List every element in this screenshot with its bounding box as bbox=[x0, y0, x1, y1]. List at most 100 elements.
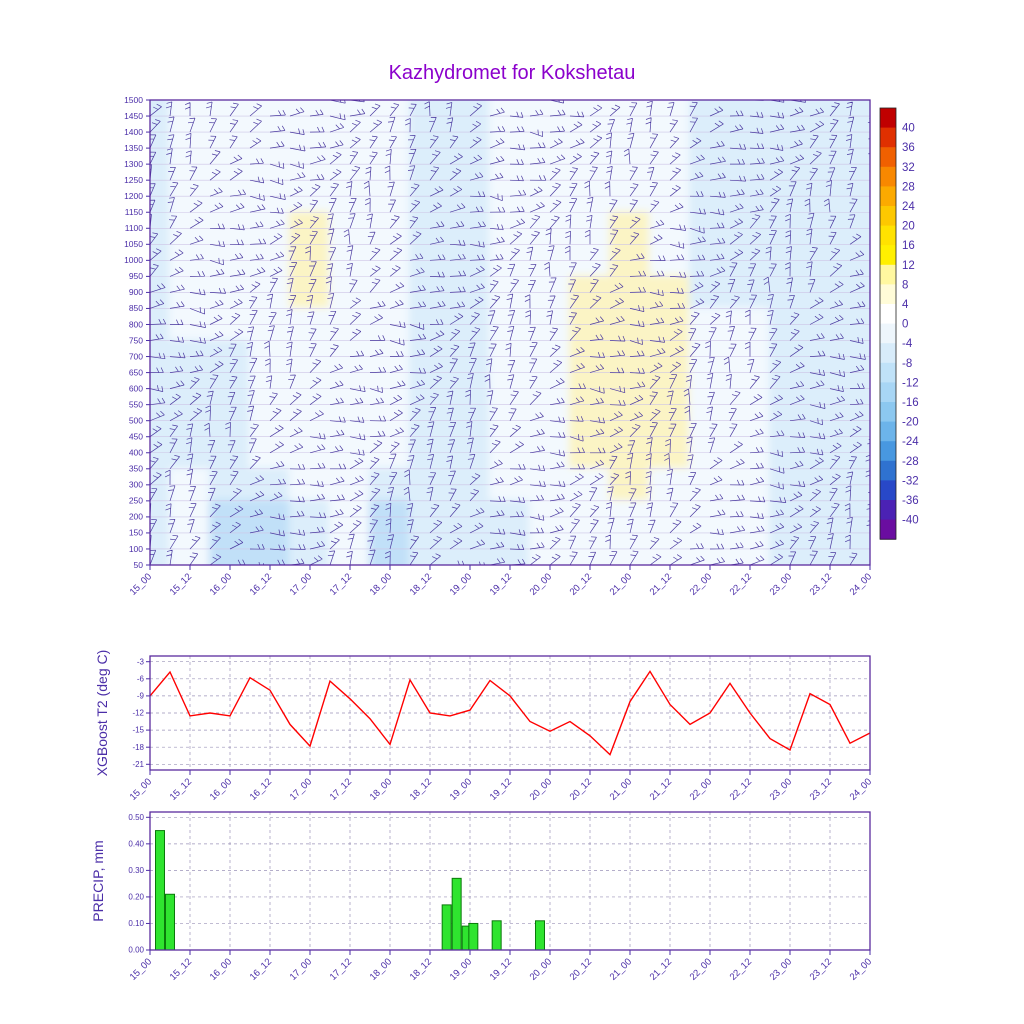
heatmap-cell bbox=[489, 100, 531, 117]
t2-line bbox=[149, 670, 871, 756]
level-tick-label: 400 bbox=[129, 448, 143, 458]
wind-barb-column bbox=[544, 100, 566, 565]
precip-tick-label: 0.50 bbox=[128, 813, 144, 822]
time-axis-label: 18_12 bbox=[408, 571, 434, 597]
precip-tick-label: 0.40 bbox=[128, 839, 144, 848]
level-tick-label: 1300 bbox=[124, 159, 143, 169]
colorbar-segment bbox=[880, 500, 896, 521]
colorbar-segment bbox=[880, 421, 896, 442]
t2-tick-label: -21 bbox=[132, 760, 144, 769]
colorbar-segment bbox=[880, 166, 896, 187]
wind-barb-column bbox=[424, 100, 446, 565]
wind-barb-column bbox=[403, 100, 427, 565]
colorbar-segment bbox=[880, 343, 896, 364]
wind-barb-column bbox=[524, 100, 547, 565]
time-axis-label: 22_00 bbox=[688, 776, 714, 802]
time-axis-label: 21_00 bbox=[608, 776, 634, 802]
colorbar-tick-label: 28 bbox=[902, 181, 915, 193]
heatmap-cell bbox=[729, 100, 771, 117]
time-axis-label: 22_12 bbox=[728, 776, 754, 802]
time-axis-label: 15_00 bbox=[128, 571, 154, 597]
wind-barb-column bbox=[865, 100, 870, 565]
heatmap-cell bbox=[649, 531, 691, 565]
level-tick-label: 1000 bbox=[124, 255, 143, 265]
precip-axis-label: PRECIP, mm bbox=[90, 840, 106, 922]
time-axis-label: 15_12 bbox=[168, 956, 194, 982]
colorbar-tick-label: -12 bbox=[902, 377, 919, 389]
heatmap-cell bbox=[809, 100, 851, 117]
level-tick-label: 650 bbox=[129, 367, 143, 377]
time-axis-label: 18_12 bbox=[408, 776, 434, 802]
precip-panel: 0.00 0.10 0.20 0.30 0.40 0.50 15_00 15_12 16_00 1… bbox=[128, 811, 874, 983]
time-axis-label: 17_12 bbox=[328, 776, 354, 802]
time-axis-label: 16_12 bbox=[248, 776, 274, 802]
heatmap-cell bbox=[289, 100, 331, 117]
time-axis-label: 20_00 bbox=[528, 776, 554, 802]
time-axis-label: 21_12 bbox=[648, 956, 674, 982]
colorbar-segment bbox=[880, 284, 896, 305]
heatmap-cell bbox=[849, 531, 870, 565]
heatmap-cell bbox=[449, 100, 491, 117]
wind-barb-column bbox=[286, 100, 306, 565]
precip-bar bbox=[535, 920, 545, 951]
precip-tick-label: 0.30 bbox=[128, 866, 144, 875]
colorbar-tick-label: -20 bbox=[902, 417, 919, 429]
wind-barb-column bbox=[705, 100, 726, 565]
heatmap-cell bbox=[569, 100, 611, 117]
level-tick-label: 1050 bbox=[124, 239, 143, 249]
time-axis-label: 23_12 bbox=[808, 956, 834, 982]
level-tick-label: 700 bbox=[129, 351, 143, 361]
colorbar-tick-label: -8 bbox=[902, 358, 912, 370]
time-axis-label: 21_12 bbox=[648, 776, 674, 802]
wind-barb-column bbox=[663, 100, 687, 565]
time-axis-label: 23_00 bbox=[768, 956, 794, 982]
wind-barb-column bbox=[150, 100, 167, 565]
level-tick-label: 1150 bbox=[125, 207, 144, 217]
time-axis-label: 19_00 bbox=[448, 571, 474, 597]
level-tick-label: 750 bbox=[129, 335, 143, 345]
time-axis-label: 22_12 bbox=[728, 956, 754, 982]
heatmap-cell bbox=[649, 100, 691, 117]
level-tick-label: 800 bbox=[129, 319, 143, 329]
time-axis-label: 22_00 bbox=[688, 956, 714, 982]
level-tick-label: 200 bbox=[129, 512, 143, 522]
time-axis-label: 16_00 bbox=[208, 956, 234, 982]
heatmap-cell bbox=[369, 100, 411, 117]
level-tick-label: 450 bbox=[129, 432, 143, 442]
colorbar-segment bbox=[880, 127, 896, 148]
colorbar-tick-label: -32 bbox=[902, 475, 919, 487]
time-axis-label: 20_12 bbox=[568, 956, 594, 982]
heatmap-cell bbox=[209, 531, 251, 565]
heatmap-cell bbox=[249, 100, 291, 117]
wind-barb-column bbox=[823, 100, 846, 565]
t2-tick-label: -9 bbox=[137, 692, 145, 701]
time-axis-label: 16_00 bbox=[208, 571, 234, 597]
level-tick-label: 100 bbox=[129, 544, 143, 554]
t2-tick-label: -12 bbox=[132, 709, 144, 718]
level-tick-label: 950 bbox=[129, 271, 143, 281]
colorbar-tick-label: 36 bbox=[902, 142, 915, 154]
time-axis-label: 18_00 bbox=[368, 776, 394, 802]
colorbar-tick-label: -24 bbox=[902, 436, 919, 448]
time-axis-label: 21_00 bbox=[608, 956, 634, 982]
precip-tick-label: 0.00 bbox=[128, 946, 144, 955]
colorbar-segment bbox=[880, 402, 896, 423]
time-axis-label: 24_00 bbox=[848, 956, 874, 982]
level-tick-label: 1500 bbox=[124, 95, 143, 105]
time-axis-label: 16_12 bbox=[248, 956, 274, 982]
time-axis-label: 24_00 bbox=[848, 776, 874, 802]
heatmap-cell bbox=[849, 100, 870, 117]
wind-barb-column bbox=[584, 100, 606, 565]
colorbar-tick-label: 0 bbox=[902, 319, 908, 331]
time-axis-label: 15_12 bbox=[168, 776, 194, 802]
level-tick-label: 1450 bbox=[124, 111, 143, 121]
colorbar-segment bbox=[880, 147, 896, 168]
colorbar-segment bbox=[880, 108, 896, 129]
colorbar-segment bbox=[880, 304, 896, 325]
wind-barb-column bbox=[164, 100, 186, 565]
level-tick-label: 600 bbox=[129, 383, 143, 393]
wind-barb-column bbox=[363, 100, 387, 565]
wind-barb-column bbox=[645, 100, 666, 565]
wind-barb-column bbox=[683, 100, 706, 565]
colorbar-segment bbox=[880, 382, 896, 403]
